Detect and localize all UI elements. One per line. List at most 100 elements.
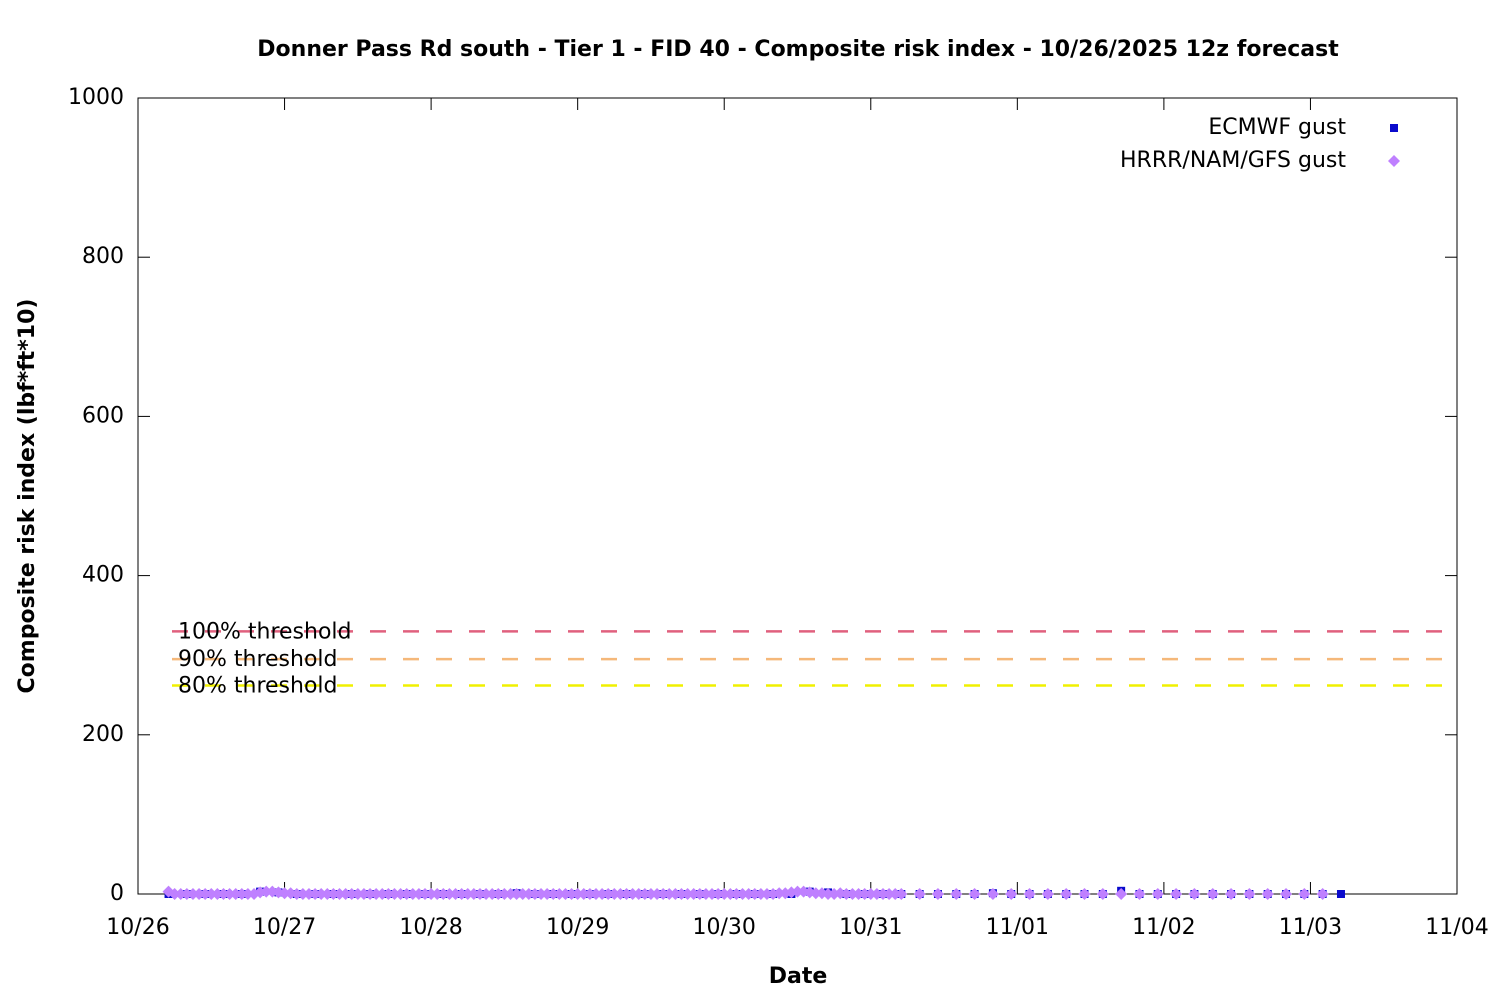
model-point [296, 888, 309, 900]
y-tick-label: 400 [82, 563, 124, 588]
model-point [419, 888, 432, 900]
model-point [443, 888, 456, 900]
model-point [657, 888, 670, 900]
model-point [370, 888, 383, 900]
y-tick-label: 0 [110, 881, 124, 906]
model-point [602, 888, 615, 900]
legend-label: ECMWF gust [1208, 115, 1346, 140]
model-point [1151, 888, 1164, 900]
model-point [577, 888, 590, 900]
model-point [193, 888, 206, 900]
model-point [211, 888, 224, 900]
model-point [486, 888, 499, 900]
model-point [1115, 888, 1128, 900]
model-point [461, 888, 474, 900]
model-point [583, 888, 596, 900]
model-point [791, 885, 804, 898]
model-point [858, 888, 871, 900]
model-point [864, 888, 877, 900]
model-point [669, 888, 682, 900]
model-point [876, 888, 889, 900]
model-point [693, 888, 706, 900]
model-point [553, 888, 566, 900]
model-point [1261, 888, 1274, 900]
x-tick-label: 11/03 [1279, 915, 1342, 940]
model-point [327, 888, 340, 900]
model-point [406, 888, 419, 900]
model-point [718, 888, 731, 900]
model-point [455, 888, 468, 900]
legend-marker [1390, 124, 1398, 132]
model-point [321, 888, 334, 900]
model-point [614, 888, 627, 900]
model-point [535, 888, 548, 900]
model-point [706, 888, 719, 900]
x-tick-label: 10/26 [106, 915, 169, 940]
model-point [1096, 888, 1109, 900]
model-point [852, 888, 865, 900]
model-point [760, 888, 773, 900]
model-point [339, 888, 352, 900]
model-point [516, 888, 529, 900]
model-point [223, 888, 236, 900]
model-point [840, 888, 853, 900]
legend-label: HRRR/NAM/GFS gust [1120, 148, 1346, 173]
model-point [699, 888, 712, 900]
model-point [235, 888, 248, 900]
model-point [382, 888, 395, 900]
model-point [748, 888, 761, 900]
model-point [968, 888, 981, 900]
model-point [895, 888, 908, 900]
model-point [425, 888, 438, 900]
model-point [1243, 888, 1256, 900]
model-point [589, 888, 602, 900]
model-point [1298, 888, 1311, 900]
model-point [651, 888, 664, 900]
model-point [931, 888, 944, 900]
model-point [522, 888, 535, 900]
threshold-label: 80% threshold [178, 673, 338, 698]
model-point [278, 887, 291, 900]
model-point [394, 888, 407, 900]
model-point [260, 885, 273, 898]
y-tick-label: 1000 [68, 85, 124, 110]
model-point [180, 888, 193, 900]
model-point [364, 888, 377, 900]
x-tick-label: 11/02 [1132, 915, 1195, 940]
model-point [846, 888, 859, 900]
model-point [492, 888, 505, 900]
model-point [498, 888, 511, 900]
model-point [333, 888, 346, 900]
model-point [315, 888, 328, 900]
model-point [632, 888, 645, 900]
model-point [449, 888, 462, 900]
model-point [675, 888, 688, 900]
y-tick-label: 600 [82, 403, 124, 428]
model-point [1078, 888, 1091, 900]
model-point [473, 888, 486, 900]
model-point [1133, 888, 1146, 900]
model-point [400, 888, 413, 900]
model-point [351, 888, 364, 900]
model-point [437, 888, 450, 900]
model-point [412, 888, 425, 900]
model-point [199, 888, 212, 900]
threshold-label: 90% threshold [178, 647, 338, 672]
model-point [822, 888, 835, 900]
model-point [480, 888, 493, 900]
model-point [620, 888, 633, 900]
model-point [986, 888, 999, 900]
model-point [431, 888, 444, 900]
model-point [870, 888, 883, 900]
model-point [290, 888, 303, 900]
model-point [1188, 888, 1201, 900]
x-tick-label: 11/04 [1425, 915, 1488, 940]
model-point [174, 888, 187, 900]
x-tick-label: 10/30 [693, 915, 756, 940]
model-point [950, 888, 963, 900]
ecmwf-point [1336, 890, 1345, 898]
x-tick-label: 10/28 [399, 915, 462, 940]
x-tick-label: 11/01 [986, 915, 1049, 940]
